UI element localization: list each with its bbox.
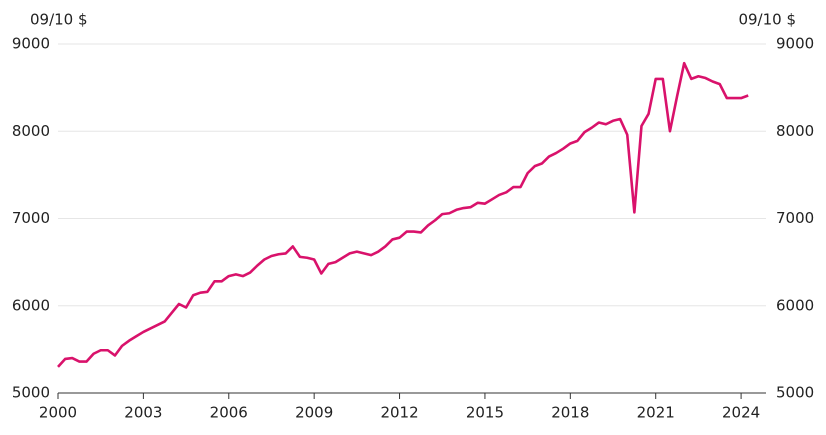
x-tick-label: 2003 [124,404,162,422]
y2-axis-label: 09/10 $ [738,11,796,29]
x-tick-label: 2015 [466,404,504,422]
x-tick-label: 2000 [39,404,77,422]
y-axis-label: 09/10 $ [30,11,88,29]
y-tick-label: 9000 [12,35,50,53]
x-tick-label: 2006 [210,404,248,422]
x-tick-label: 2009 [295,404,333,422]
y-tick-label: 7000 [12,209,50,227]
y2-tick-label: 5000 [776,384,814,402]
x-tick-label: 2018 [551,404,589,422]
y2-tick-label: 6000 [776,296,814,314]
y2-tick-label: 7000 [776,209,814,227]
y2-tick-label: 8000 [776,122,814,140]
y-tick-label: 6000 [12,296,50,314]
y-tick-label: 5000 [12,384,50,402]
x-tick-label: 2012 [380,404,418,422]
line [57,61,749,368]
x-tick-label: 2024 [722,404,760,422]
y-tick-label: 8000 [12,122,50,140]
y2-tick-label: 9000 [776,35,814,53]
x-tick-label: 2021 [637,404,675,422]
